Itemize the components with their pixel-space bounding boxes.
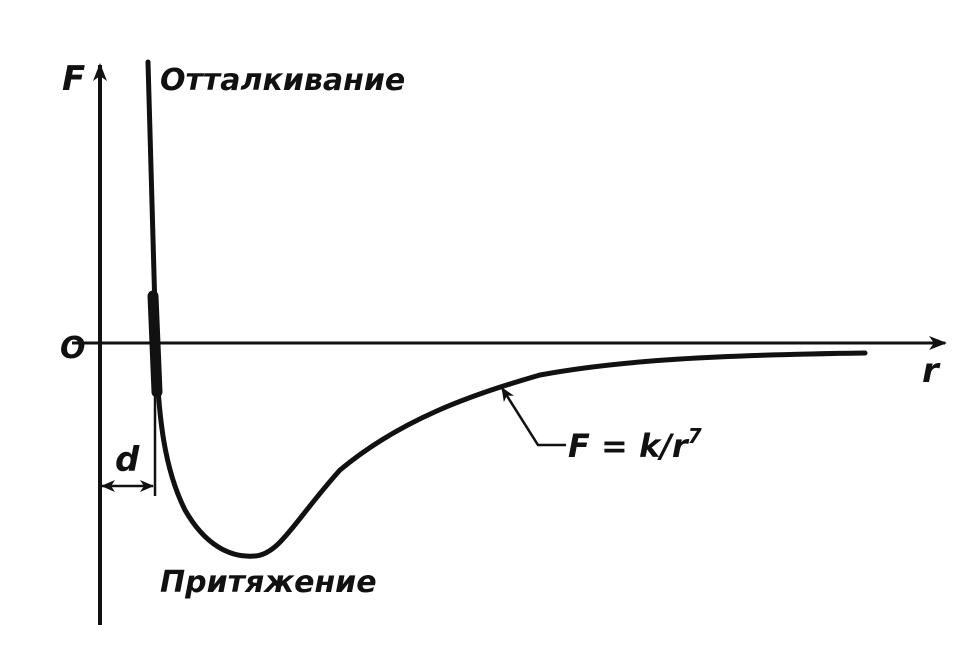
formula-main: F = k/r — [568, 427, 690, 465]
origin-label: O — [60, 331, 86, 366]
equilibrium-segment — [147, 290, 163, 398]
y-axis-label: F — [62, 59, 85, 99]
distance-label: d — [115, 440, 140, 480]
force-curve — [145, 59, 868, 559]
formula-label: F = k/r7 — [568, 424, 702, 465]
x-axis-label: r — [922, 351, 941, 391]
formula-exponent: 7 — [688, 424, 702, 448]
repulsion-label: Отталкивание — [160, 63, 405, 98]
attraction-label: Притяжение — [160, 565, 377, 600]
formula-leader-line — [500, 387, 566, 447]
